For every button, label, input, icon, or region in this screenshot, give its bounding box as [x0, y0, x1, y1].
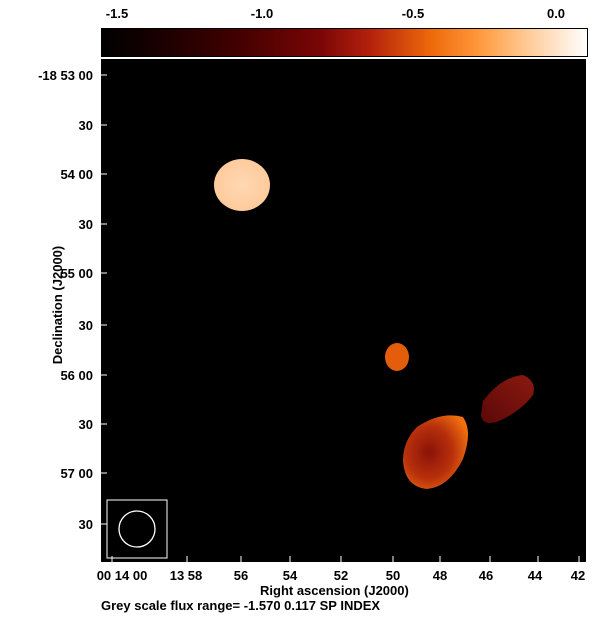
y-tick: 54 00 [60, 167, 93, 182]
x-tick: 48 [432, 568, 448, 583]
image-plot [101, 59, 586, 562]
caption: Grey scale flux range= -1.570 0.117 SP I… [101, 598, 381, 613]
beam-ellipse [118, 510, 156, 548]
y-tick: 30 [78, 118, 93, 133]
plot-canvas [101, 74, 580, 562]
source-small [385, 343, 409, 371]
x-axis-label: Right ascension (J2000) [260, 583, 409, 598]
x-tick: 54 [282, 568, 298, 583]
source-large [403, 415, 468, 489]
beam-box [106, 499, 168, 559]
x-tick: 46 [478, 568, 494, 583]
y-tick: 30 [78, 318, 93, 333]
y-tick: -18 53 00 [38, 68, 93, 83]
colorbar-tick: -0.5 [401, 6, 425, 21]
colorbar [101, 28, 588, 57]
y-tick: 30 [78, 517, 93, 532]
source-elongated [481, 375, 534, 423]
source-bright [214, 159, 270, 211]
frame-ticks [101, 74, 580, 562]
x-tick: 13 58 [169, 568, 203, 583]
y-tick: 56 00 [60, 368, 93, 383]
y-tick: 30 [78, 217, 93, 232]
x-tick: 42 [570, 568, 586, 583]
colorbar-tick: -1.0 [250, 6, 274, 21]
y-tick: 30 [78, 417, 93, 432]
x-tick: 56 [233, 568, 249, 583]
y-axis-label: Declination (J2000) [49, 245, 65, 365]
colorbar-tick: -1.5 [105, 6, 129, 21]
x-tick: 00 14 00 [96, 568, 148, 583]
x-tick: 52 [333, 568, 349, 583]
x-tick: 44 [527, 568, 543, 583]
y-tick: 55 00 [60, 266, 93, 281]
x-tick: 50 [385, 568, 401, 583]
colorbar-tick: 0.0 [546, 6, 566, 21]
y-tick: 57 00 [60, 466, 93, 481]
